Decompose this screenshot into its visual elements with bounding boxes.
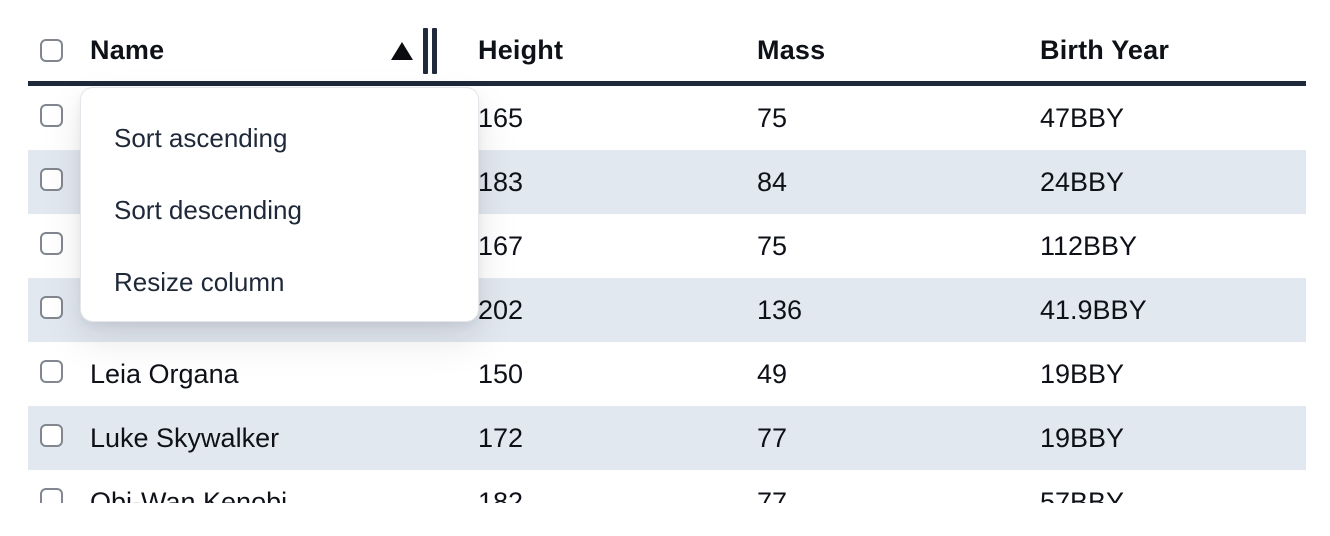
row-checkbox[interactable]: [40, 231, 63, 255]
row-checkbox[interactable]: [40, 103, 63, 127]
table-row: Leia Organa 150 49 19BBY: [28, 342, 1306, 406]
row-checkbox[interactable]: [40, 423, 63, 447]
cell-mass: 75: [757, 102, 788, 133]
menu-item-resize-column[interactable]: Resize column: [114, 266, 285, 297]
row-checkbox[interactable]: [40, 359, 63, 383]
column-header-height[interactable]: Height: [478, 35, 564, 65]
cell-name: Obi-Wan Kenobi: [90, 486, 288, 504]
column-header-context-menu: Sort ascending Sort descending Resize co…: [80, 87, 479, 322]
select-all-checkbox[interactable]: [40, 39, 63, 62]
cell-birth-year: 19BBY: [1040, 358, 1125, 389]
cell-height: 182: [478, 486, 524, 504]
sort-ascending-icon: [391, 41, 413, 60]
cell-name: Luke Skywalker: [90, 422, 280, 453]
cell-birth-year: 112BBY: [1040, 230, 1138, 261]
table-row: Obi-Wan Kenobi 182 77 57BBY: [28, 470, 1306, 503]
cell-birth-year: 41.9BBY: [1040, 294, 1147, 325]
table-row: Luke Skywalker 172 77 19BBY: [28, 406, 1306, 470]
cell-birth-year: 47BBY: [1040, 102, 1125, 133]
cell-mass: 75: [757, 230, 788, 261]
table-row: 167 75 112BBY: [28, 214, 1306, 278]
resize-bar-icon: [423, 27, 428, 74]
cell-height: 172: [478, 422, 524, 453]
cell-height: 202: [478, 294, 524, 325]
cell-mass: 84: [757, 166, 788, 197]
table-row: 165 75 47BBY: [28, 86, 1306, 150]
select-all-cell: [28, 20, 90, 81]
cell-height: 165: [478, 102, 524, 133]
cell-height: 183: [478, 166, 524, 197]
cell-birth-year: 19BBY: [1040, 422, 1125, 453]
column-header-mass[interactable]: Mass: [757, 35, 826, 65]
column-header-name-label: Name: [90, 35, 165, 65]
menu-item-sort-ascending[interactable]: Sort ascending: [114, 122, 288, 153]
column-header-birth-year[interactable]: Birth Year: [1040, 35, 1170, 65]
cell-birth-year: 57BBY: [1040, 486, 1125, 504]
cell-mass: 77: [757, 486, 788, 504]
resize-bar-icon: [432, 27, 437, 74]
column-resize-handle[interactable]: [423, 27, 437, 74]
cell-mass: 77: [757, 422, 788, 453]
cell-birth-year: 24BBY: [1040, 166, 1125, 197]
column-header-name[interactable]: Name: [90, 20, 478, 81]
cell-height: 167: [478, 230, 524, 261]
cell-mass: 49: [757, 358, 788, 389]
row-checkbox[interactable]: [40, 295, 63, 319]
row-checkbox[interactable]: [40, 487, 63, 503]
menu-item-sort-descending[interactable]: Sort descending: [114, 194, 302, 225]
cell-height: 150: [478, 358, 524, 389]
row-checkbox[interactable]: [40, 167, 63, 191]
cell-mass: 136: [757, 294, 803, 325]
table-header-row: Name Height Mass Birth Year: [28, 20, 1306, 86]
cell-name: Leia Organa: [90, 358, 239, 389]
